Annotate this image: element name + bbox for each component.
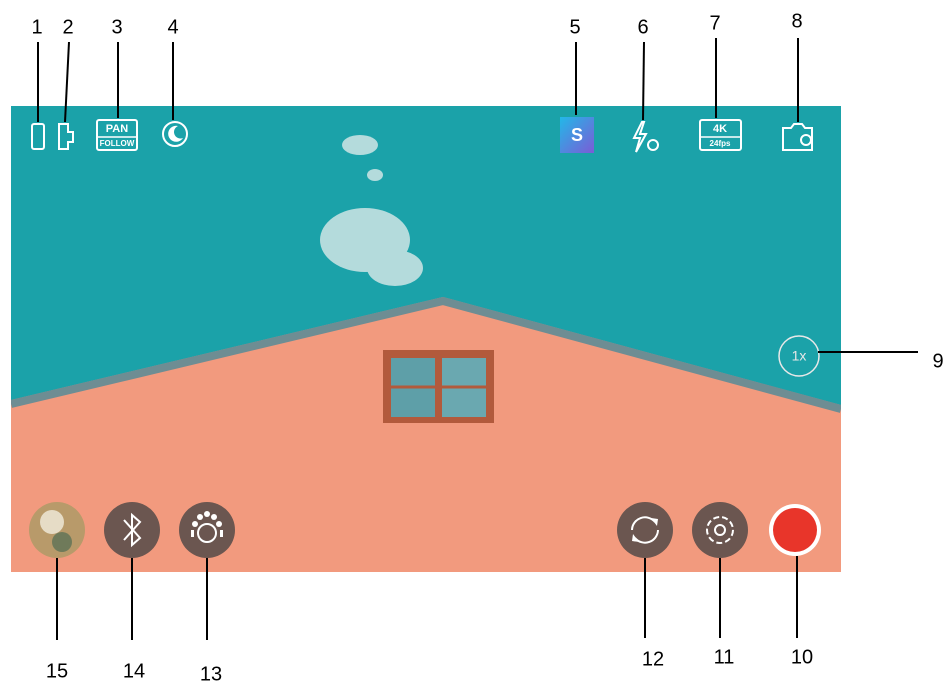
zoom-button[interactable]: 1x <box>778 335 820 377</box>
camera-mode-button[interactable] <box>782 123 813 151</box>
pan-follow-button[interactable]: PAN FOLLOW <box>96 119 138 151</box>
callout: 8 <box>791 10 802 32</box>
pan-label: PAN <box>106 123 128 135</box>
window <box>383 350 494 423</box>
gimbal-battery-icon <box>58 123 74 150</box>
callout: 11 <box>714 646 735 668</box>
callout: 9 <box>932 350 943 372</box>
callout: 3 <box>111 16 122 38</box>
callout: 4 <box>167 16 178 38</box>
night-mode-button[interactable] <box>162 121 188 147</box>
callout: 12 <box>642 648 664 670</box>
callout: 1 <box>31 16 42 38</box>
roof-edge <box>11 296 841 413</box>
resolution-button[interactable]: 4K 24fps <box>699 119 742 151</box>
callout: 6 <box>637 16 648 38</box>
gesture-button[interactable] <box>179 502 235 558</box>
leader-lines <box>37 38 918 640</box>
settings-button[interactable] <box>692 502 748 558</box>
flash-button[interactable] <box>632 121 659 153</box>
wall <box>11 297 841 572</box>
scene-label: S <box>571 125 583 145</box>
callout: 2 <box>62 16 73 38</box>
fps-label: 24fps <box>710 139 731 148</box>
scene-button[interactable]: S <box>560 117 594 153</box>
battery-icon <box>31 123 45 150</box>
callout-numbers: 1 2 3 4 5 6 7 8 9 10 11 12 13 14 15 <box>31 10 943 684</box>
callout: 15 <box>46 660 68 682</box>
cloud <box>320 135 423 286</box>
resolution-label: 4K <box>713 123 727 135</box>
zoom-label: 1x <box>792 348 807 364</box>
callout: 14 <box>123 660 145 682</box>
callout: 5 <box>569 16 580 38</box>
gallery-button[interactable] <box>29 502 85 558</box>
switch-camera-button[interactable] <box>617 502 673 558</box>
record-button[interactable] <box>769 504 821 556</box>
camera-view <box>11 106 841 572</box>
bluetooth-button[interactable] <box>104 502 160 558</box>
callout: 7 <box>709 12 720 34</box>
follow-label: FOLLOW <box>100 139 135 148</box>
callout: 13 <box>200 663 222 684</box>
callout: 10 <box>791 646 813 668</box>
